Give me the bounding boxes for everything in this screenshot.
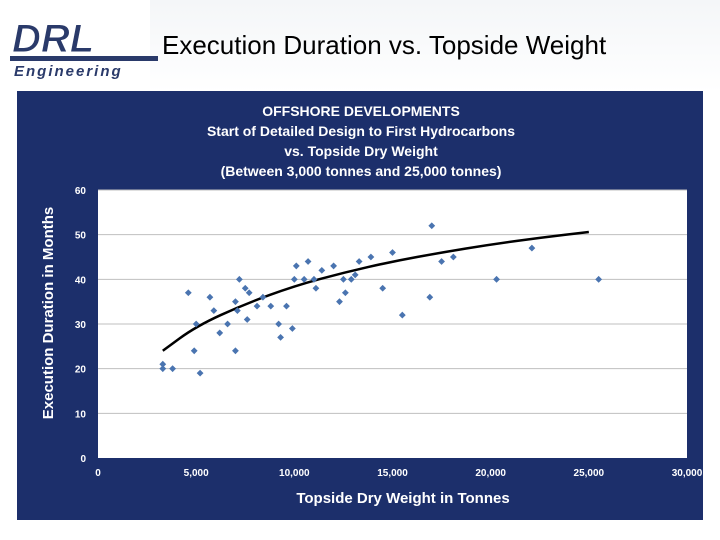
data-point bbox=[340, 275, 347, 283]
trendline-layer bbox=[162, 230, 589, 352]
x-axis-label: Topside Dry Weight in Tonnes bbox=[296, 490, 509, 507]
data-point bbox=[169, 365, 177, 373]
x-tick-label: 5,000 bbox=[184, 468, 209, 479]
x-tick-label: 25,000 bbox=[574, 468, 605, 479]
grid-lines bbox=[98, 189, 687, 414]
x-tick-label: 20,000 bbox=[475, 468, 506, 479]
svg-text:Engineering: Engineering bbox=[14, 63, 123, 80]
data-point bbox=[267, 302, 275, 310]
world-map-background bbox=[150, 0, 720, 92]
chart-panel: OFFSHORE DEVELOPMENTS Start of Detailed … bbox=[17, 91, 703, 520]
chart-title-line-3: vs. Topside Dry Weight bbox=[284, 143, 438, 159]
chart-title-line-4: (Between 3,000 tonnes and 25,000 tonnes) bbox=[221, 163, 502, 179]
data-point bbox=[355, 258, 363, 265]
data-point bbox=[159, 360, 167, 368]
data-point bbox=[351, 271, 359, 279]
x-axis-ticks: 0 5,000 10,000 15,000 20,000 25,000 30,000 bbox=[95, 468, 703, 479]
scatter-chart: OFFSHORE DEVELOPMENTS Start of Detailed … bbox=[40, 103, 703, 507]
data-point bbox=[336, 298, 343, 306]
data-point bbox=[389, 249, 396, 256]
y-tick-label: 20 bbox=[75, 365, 87, 376]
data-point bbox=[283, 302, 290, 310]
data-point bbox=[245, 289, 253, 297]
data-point bbox=[379, 284, 387, 292]
y-tick-label: 40 bbox=[75, 275, 87, 286]
y-tick-label: 50 bbox=[75, 231, 87, 242]
chart-title-line-1: OFFSHORE DEVELOPMENTS bbox=[262, 103, 460, 119]
data-point bbox=[304, 258, 312, 265]
data-point bbox=[310, 275, 318, 283]
data-point bbox=[290, 275, 298, 283]
x-tick-label: 15,000 bbox=[377, 468, 408, 479]
data-point bbox=[253, 302, 261, 310]
data-point bbox=[277, 334, 284, 341]
data-point bbox=[318, 267, 326, 274]
data-point bbox=[190, 347, 198, 355]
y-tick-label: 60 bbox=[75, 186, 87, 197]
trendline bbox=[162, 230, 589, 352]
chart-title-line-2: Start of Detailed Design to First Hydroc… bbox=[207, 123, 515, 139]
y-axis-ticks: 0 10 20 30 40 50 60 bbox=[75, 186, 87, 465]
y-axis-label: Execution Duration in Months bbox=[40, 207, 57, 420]
data-point bbox=[449, 253, 457, 261]
data-point bbox=[426, 293, 434, 301]
x-tick-label: 10,000 bbox=[279, 468, 310, 479]
data-point bbox=[232, 347, 239, 355]
data-point bbox=[347, 275, 355, 283]
data-point bbox=[259, 293, 267, 301]
drl-engineering-logo: DRL Engineering bbox=[10, 17, 160, 80]
x-tick-label: 30,000 bbox=[672, 468, 703, 479]
data-point bbox=[493, 275, 500, 283]
data-point bbox=[312, 284, 320, 292]
data-points bbox=[159, 222, 603, 377]
data-point bbox=[206, 293, 214, 301]
data-point bbox=[184, 289, 192, 297]
x-tick-label: 0 bbox=[95, 468, 101, 479]
data-point bbox=[428, 222, 436, 230]
data-point bbox=[210, 307, 218, 314]
data-point bbox=[288, 325, 296, 332]
data-point bbox=[398, 311, 406, 319]
svg-text:DRL: DRL bbox=[12, 20, 94, 61]
y-tick-label: 30 bbox=[75, 320, 87, 331]
data-point bbox=[330, 262, 337, 270]
data-point bbox=[243, 316, 251, 323]
data-point bbox=[232, 298, 239, 306]
slide-title: Execution Duration vs. Topside Weight bbox=[162, 30, 607, 60]
data-point bbox=[595, 275, 603, 283]
data-point bbox=[341, 289, 349, 297]
data-point bbox=[292, 262, 300, 270]
data-point bbox=[235, 275, 243, 283]
data-point bbox=[438, 258, 445, 265]
data-point bbox=[233, 307, 241, 314]
data-point bbox=[300, 275, 308, 283]
data-point bbox=[528, 244, 536, 252]
data-point bbox=[241, 284, 249, 292]
y-tick-label: 10 bbox=[75, 409, 87, 420]
data-point bbox=[216, 329, 224, 337]
data-point bbox=[196, 369, 204, 377]
data-point bbox=[159, 365, 167, 373]
chart-title-group: OFFSHORE DEVELOPMENTS Start of Detailed … bbox=[207, 103, 515, 179]
y-tick-label: 0 bbox=[80, 454, 86, 465]
